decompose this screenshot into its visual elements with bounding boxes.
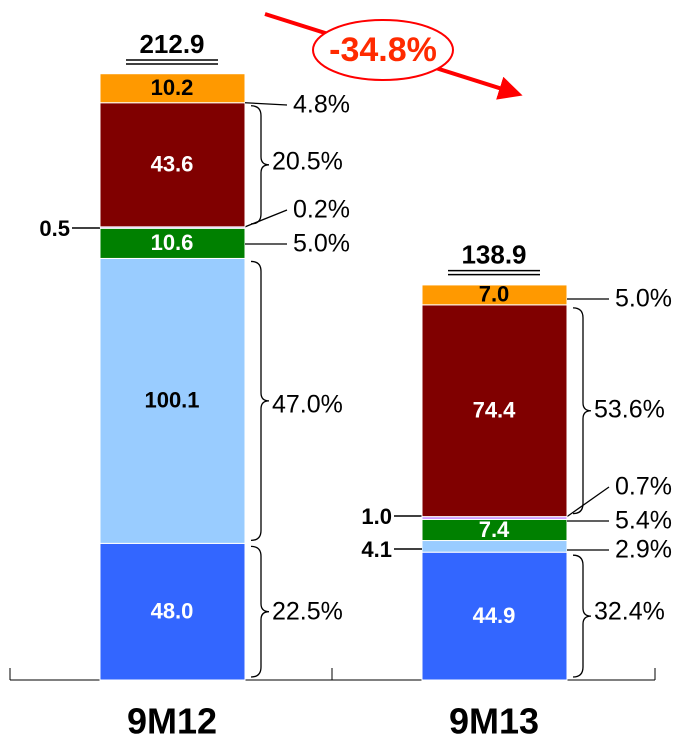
share-brace [250,545,270,678]
share-label: 5.4% [615,507,672,535]
value-label: 1.0 [361,504,392,529]
value-label: 0.5 [39,216,70,241]
bar-segment [99,102,246,228]
value-label: 10.6 [151,230,194,255]
share-label: 5.0% [293,230,350,258]
share-label: 53.6% [594,396,665,424]
share-label: 0.7% [615,473,672,501]
share-brace [250,260,270,542]
category-label: 9M12 [127,701,217,742]
share-label: 22.5% [272,598,343,626]
bar-segment [421,551,568,681]
share-label: 47.0% [272,391,343,419]
bar-segment [99,257,246,544]
share-label: 2.9% [615,536,672,564]
bar-segment [421,540,568,553]
total-label: 138.9 [461,240,526,270]
share-label: 4.8% [293,91,350,119]
value-label: 7.4 [479,517,510,542]
share-label: 32.4% [594,598,665,626]
value-label: 10.2 [151,75,194,100]
total-label: 212.9 [139,29,204,59]
bar-segment [99,73,246,104]
value-label: 48.0 [151,598,194,623]
value-label: 4.1 [361,537,392,562]
share-label: 5.0% [615,285,672,313]
bar-segment [421,304,568,518]
change-ellipse [312,19,454,81]
share-leader [566,486,610,518]
bar-segment [99,542,246,681]
share-label: 0.2% [293,196,350,224]
bar-segment [421,284,568,306]
value-label: 44.9 [473,603,516,628]
value-label: 43.6 [151,152,194,177]
share-brace [572,307,592,515]
value-label: 74.4 [473,398,517,423]
change-label: -34.8% [329,31,437,69]
share-brace [572,554,592,678]
value-label: 7.0 [479,282,510,307]
value-label: 100.1 [144,388,199,413]
share-leader [244,102,288,106]
category-label: 9M13 [449,701,539,742]
share-label: 20.5% [272,148,343,176]
share-brace [250,105,270,225]
